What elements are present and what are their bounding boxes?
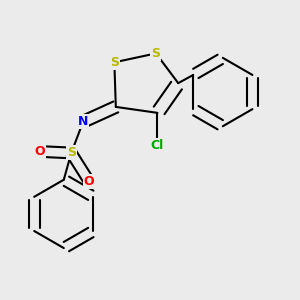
Text: S: S: [152, 47, 160, 60]
Text: O: O: [35, 145, 45, 158]
Text: N: N: [78, 115, 88, 128]
Text: O: O: [84, 175, 94, 188]
Text: Cl: Cl: [151, 139, 164, 152]
Text: S: S: [67, 146, 76, 160]
Text: S: S: [110, 56, 119, 69]
